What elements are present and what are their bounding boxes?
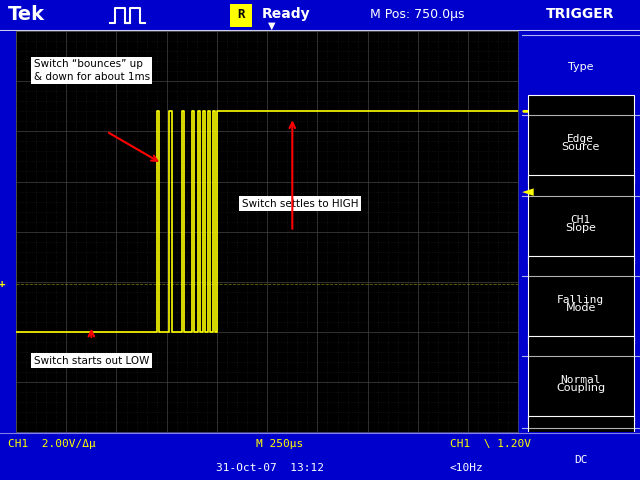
Text: CH1: CH1 — [571, 215, 591, 225]
Text: M 250μs: M 250μs — [257, 439, 303, 449]
Text: ◄: ◄ — [522, 184, 533, 199]
Text: Edge: Edge — [567, 134, 595, 144]
Text: Coupling: Coupling — [556, 383, 605, 393]
Text: DC: DC — [574, 455, 588, 465]
Text: Ready: Ready — [262, 7, 310, 21]
Text: ▼: ▼ — [268, 21, 276, 31]
Text: Slope: Slope — [565, 223, 596, 233]
Text: Tek: Tek — [8, 4, 45, 24]
Text: Falling: Falling — [557, 295, 604, 305]
Text: Switch settles to HIGH: Switch settles to HIGH — [242, 199, 358, 208]
Text: CH1  2.00V/Δμ: CH1 2.00V/Δμ — [8, 439, 96, 449]
Text: Source: Source — [562, 143, 600, 153]
Text: <10Hz: <10Hz — [450, 463, 484, 473]
Text: Type: Type — [568, 62, 593, 72]
Text: Mode: Mode — [566, 303, 596, 313]
Text: 31-Oct-07  13:12: 31-Oct-07 13:12 — [216, 463, 324, 473]
Text: Switch starts out LOW: Switch starts out LOW — [33, 356, 149, 366]
FancyBboxPatch shape — [527, 336, 634, 424]
FancyBboxPatch shape — [230, 4, 252, 27]
FancyBboxPatch shape — [527, 176, 634, 264]
Text: TRIGGER: TRIGGER — [546, 7, 614, 21]
Text: 1+: 1+ — [0, 279, 6, 288]
Text: Normal: Normal — [561, 375, 601, 385]
Text: R: R — [237, 9, 244, 22]
FancyBboxPatch shape — [527, 256, 634, 344]
FancyBboxPatch shape — [527, 416, 634, 480]
Text: M Pos: 750.0μs: M Pos: 750.0μs — [370, 8, 465, 21]
Text: CH1  \ 1.20V: CH1 \ 1.20V — [450, 439, 531, 449]
FancyBboxPatch shape — [527, 96, 634, 183]
Text: Switch “bounces” up
& down for about 1ms: Switch “bounces” up & down for about 1ms — [33, 59, 150, 82]
